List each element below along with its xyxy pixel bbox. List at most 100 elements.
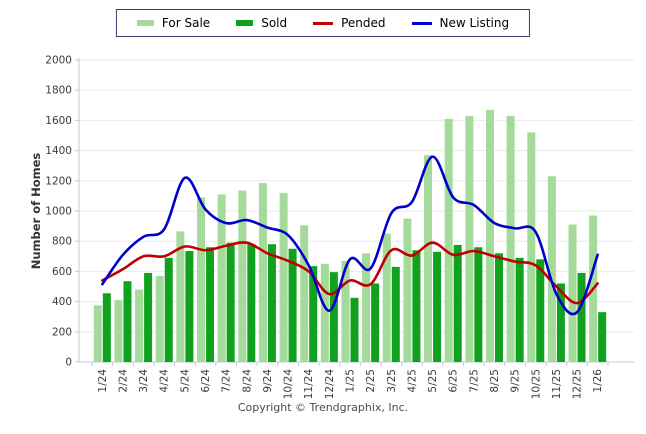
bar-for-sale [362,253,371,362]
bar-sold [412,250,421,362]
legend-item-for-sale: For Sale [136,16,211,30]
bar-sold [350,297,359,362]
bar-for-sale [444,118,453,362]
bar-for-sale [155,275,164,362]
bar-for-sale [341,260,350,362]
x-tick-label: 10/24 [283,369,295,400]
x-tick-label: 2/24 [117,369,129,393]
x-tick-label: 1/24 [97,369,109,393]
bar-sold [309,266,318,362]
for-sale-swatch [136,20,154,26]
x-tick-label: 10/25 [530,369,542,399]
bar-sold [144,272,153,362]
bar-sold [453,244,462,362]
bar-for-sale [424,155,433,362]
y-tick-label: 200 [52,326,72,338]
x-tick-label: 9/25 [510,369,522,393]
x-tick-label: 5/24 [179,369,191,393]
sold-swatch [236,20,254,26]
bar-for-sale [197,197,206,362]
y-tick-label: 400 [52,296,72,308]
bar-for-sale [465,115,474,363]
bar-sold [433,251,442,362]
legend-item-sold: Sold [236,16,287,30]
x-tick-label: 4/24 [159,369,171,393]
bar-for-sale [217,194,226,362]
x-tick-label: 4/25 [406,369,418,393]
bar-sold [267,244,276,362]
bar-for-sale [547,176,556,362]
bar-sold [226,242,235,362]
x-tick-label: 8/25 [489,369,501,393]
y-tick-label: 1400 [45,145,72,157]
x-tick-label: 12/25 [572,369,584,399]
bar-for-sale [382,233,391,362]
y-tick-label: 1600 [45,115,72,127]
bar-sold [288,248,297,362]
y-tick-label: 0 [65,357,72,369]
x-tick-label: 9/24 [262,369,274,393]
legend-item-pended: Pended [313,16,386,30]
bar-sold [598,312,607,362]
bar-for-sale [135,289,144,362]
bar-for-sale [114,300,123,362]
pended-line-swatch [313,21,334,25]
bar-for-sale [176,231,185,362]
copyright-text: Copyright © Trendgraphix, Inc. [237,401,409,414]
bar-for-sale [320,263,329,362]
pended-line [101,241,599,305]
legend-label-for-sale: For Sale [161,16,211,30]
y-tick-label: 1200 [45,175,72,187]
bar-sold [577,272,586,362]
bar-sold [164,257,173,362]
bar-sold [102,293,111,362]
legend-label-sold: Sold [261,16,288,30]
x-tick-label: 3/24 [138,369,150,393]
bar-sold [536,259,545,362]
bar-for-sale [506,115,515,363]
new-listing-line [101,155,599,316]
x-tick-label: 11/25 [551,369,563,399]
x-tick-label: 11/24 [303,369,315,400]
legend-label-new-listing: New Listing [439,16,510,30]
bar-sold [329,272,338,362]
x-tick-label: 2/25 [365,369,377,393]
x-tick-label: 7/24 [221,369,233,393]
bar-for-sale [258,183,267,362]
bar-for-sale [485,109,494,362]
bar-sold [556,283,565,362]
bar-sold [185,251,194,362]
bar-sold [474,247,483,362]
bar-sold [123,281,132,362]
y-tick-label: 800 [52,236,72,248]
new-listing-line-swatch [411,21,432,25]
x-tick-label: 1/26 [592,369,604,393]
bar-for-sale [403,218,412,362]
bar-for-sale [527,132,536,362]
bar-for-sale [568,224,577,362]
y-tick-label: 1800 [45,85,72,97]
bar-sold [515,257,524,362]
bar-for-sale [279,192,288,362]
y-tick-label: 600 [52,266,72,278]
bar-for-sale [300,225,309,362]
legend-item-new-listing: New Listing [411,16,510,30]
bar-sold [371,283,380,362]
y-tick-label: 1000 [45,206,72,218]
x-tick-label: 5/25 [427,369,439,393]
bar-for-sale [93,305,102,362]
legend-label-pended: Pended [341,16,386,30]
bar-sold [494,253,503,362]
bar-for-sale [238,190,247,362]
bar-sold [247,244,256,362]
x-tick-label: 1/25 [345,369,357,393]
x-tick-label: 8/24 [241,369,253,393]
x-tick-label: 12/24 [324,369,336,400]
bar-sold [206,247,215,362]
bar-sold [391,266,400,362]
x-tick-label: 3/25 [386,369,398,393]
x-tick-label: 7/25 [468,369,480,393]
x-tick-label: 6/24 [200,369,212,393]
